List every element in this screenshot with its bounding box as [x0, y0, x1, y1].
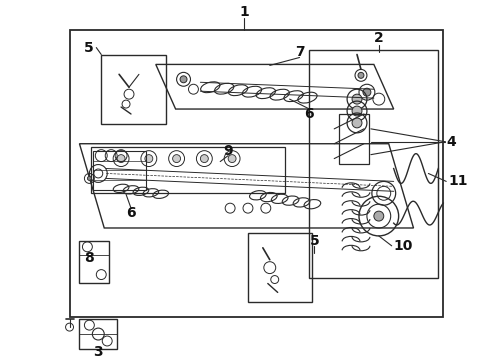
Bar — [69, 30, 442, 317]
Text: 11: 11 — [447, 174, 467, 188]
Circle shape — [351, 118, 361, 128]
Text: 8: 8 — [84, 251, 94, 265]
Circle shape — [351, 94, 361, 104]
Circle shape — [144, 155, 152, 163]
Text: 3: 3 — [93, 345, 103, 359]
Text: 5: 5 — [83, 41, 93, 55]
Text: 4: 4 — [446, 135, 455, 149]
Text: 6: 6 — [126, 206, 136, 220]
Text: 2: 2 — [373, 31, 383, 45]
Bar — [91, 147, 284, 193]
Bar — [339, 114, 368, 163]
Circle shape — [351, 106, 361, 116]
Bar — [309, 50, 437, 278]
Circle shape — [228, 155, 236, 163]
Circle shape — [87, 176, 91, 180]
Circle shape — [362, 88, 370, 96]
Text: 6: 6 — [304, 107, 314, 121]
Text: 7: 7 — [294, 45, 304, 59]
Bar — [247, 233, 312, 302]
Bar — [79, 241, 109, 283]
Bar — [79, 319, 117, 349]
Circle shape — [200, 155, 208, 163]
Circle shape — [172, 155, 180, 163]
Circle shape — [117, 155, 125, 163]
Text: 1: 1 — [239, 5, 248, 19]
Circle shape — [373, 211, 383, 221]
Bar — [101, 54, 165, 124]
Circle shape — [357, 72, 363, 78]
Text: 10: 10 — [393, 239, 412, 253]
Circle shape — [180, 76, 186, 83]
Text: 9: 9 — [223, 144, 232, 158]
Text: 5: 5 — [309, 234, 319, 248]
